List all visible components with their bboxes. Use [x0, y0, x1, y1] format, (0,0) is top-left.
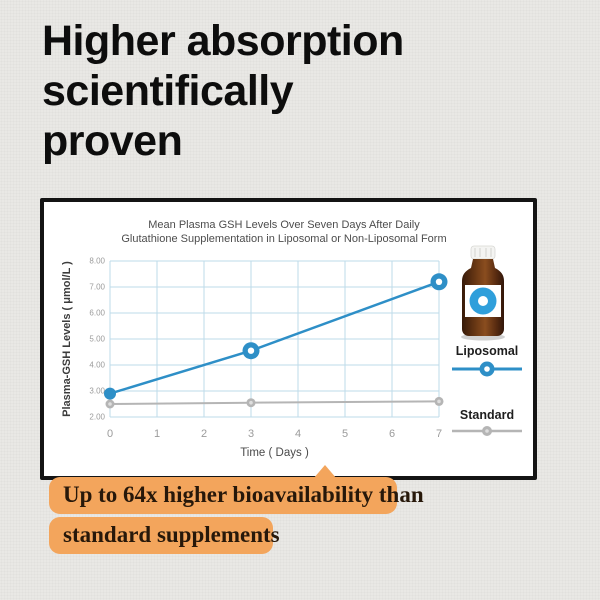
x-axis-title: Time ( Days ) [240, 447, 309, 459]
page-title-line-3: proven [42, 117, 183, 165]
page-title-line-1: Higher absorption [42, 17, 404, 65]
x-tick-label: 4 [295, 428, 301, 440]
y-tick-label: 8.00 [89, 257, 105, 266]
x-tick-label: 3 [248, 428, 254, 440]
legend-item-standard: Standard [445, 408, 529, 438]
x-tick-label: 0 [107, 428, 113, 440]
callout-text-line-2: standard supplements [49, 517, 280, 554]
bottle-icon [461, 245, 505, 341]
page-title: Higher absorption scientifically proven [42, 16, 562, 166]
legend-marker-liposomal-icon [452, 361, 522, 377]
x-tick-label: 6 [389, 428, 395, 440]
chart-title-line-2: Glutathione Supplementation in Liposomal… [121, 233, 447, 245]
chart-card: Mean Plasma GSH Levels Over Seven Days A… [40, 198, 537, 480]
y-tick-label: 5.00 [89, 335, 105, 344]
legend-label-liposomal: Liposomal [455, 344, 519, 358]
callout-tail [313, 465, 337, 479]
legend-marker-standard-icon [452, 426, 522, 436]
y-tick-label: 2.00 [89, 413, 105, 422]
x-tick-label: 5 [342, 428, 348, 440]
series-line-liposomal [109, 280, 440, 395]
legend-label-standard: Standard [459, 408, 515, 422]
y-tick-label: 7.00 [89, 283, 105, 292]
chart-title: Mean Plasma GSH Levels Over Seven Days A… [64, 218, 504, 246]
y-tick-label: 4.00 [89, 361, 105, 370]
supplement-bottle-illustration [452, 244, 514, 342]
x-tick-label: 1 [154, 428, 160, 440]
x-tick-label: 2 [201, 428, 207, 440]
chart-title-line-1: Mean Plasma GSH Levels Over Seven Days A… [148, 219, 420, 231]
y-axis-title: Plasma-GSH Levels ( μmol/L ) [61, 261, 73, 417]
y-tick-label: 3.00 [89, 387, 105, 396]
callout-text-line-1: Up to 64x higher bioavailability than [49, 477, 424, 514]
y-tick-label: 6.00 [89, 309, 105, 318]
page-title-line-2: scientifically [42, 67, 294, 115]
legend-item-liposomal: Liposomal [445, 344, 529, 378]
series-line-standard [109, 400, 440, 405]
data-point-liposomal [104, 387, 116, 400]
gsh-line-chart: 8.00 7.00 6.00 5.00 4.00 3.00 2.000 1 2 3 4 5 6 7 Plas… [61, 257, 448, 459]
x-tick-label: 7 [436, 428, 442, 440]
